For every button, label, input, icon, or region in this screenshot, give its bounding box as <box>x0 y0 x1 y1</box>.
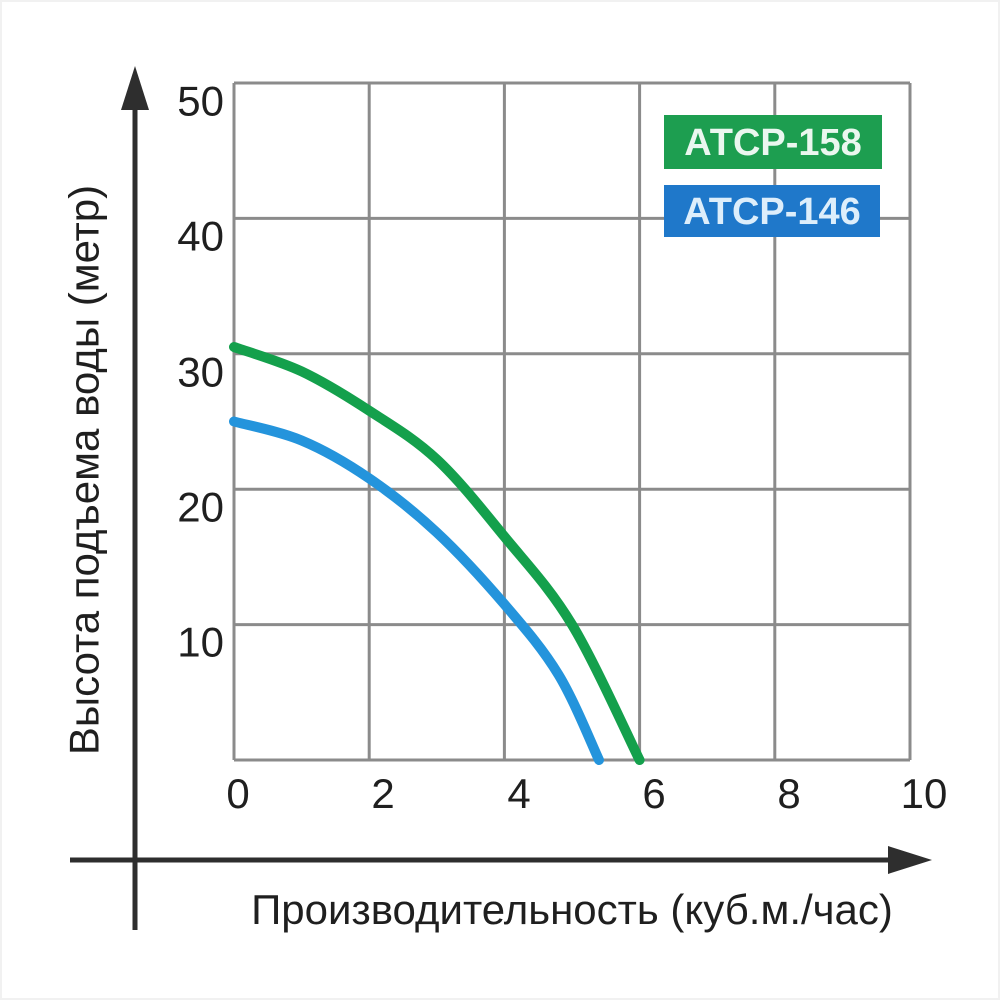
curve-atcp-146 <box>229 416 604 765</box>
y-tick-10: 10 <box>177 619 224 666</box>
legend-swatch-atcp-158 <box>664 115 882 169</box>
y-axis-title: Высота подъема воды (метр) <box>61 185 108 755</box>
x-tick-8: 8 <box>777 770 800 817</box>
x-tick-labels: 0 2 4 6 8 10 <box>226 770 947 817</box>
curves <box>229 342 645 765</box>
y-tick-40: 40 <box>177 213 224 260</box>
x-tick-0: 0 <box>226 770 249 817</box>
y-arrowhead-icon <box>121 66 149 110</box>
y-axis-arrow <box>121 66 149 930</box>
x-arrowhead-icon <box>888 846 932 874</box>
legend-swatch-atcp-146 <box>664 185 880 237</box>
x-tick-4: 4 <box>507 770 530 817</box>
curve-atcp-158 <box>229 342 645 765</box>
x-axis-arrow <box>70 846 932 874</box>
x-tick-2: 2 <box>371 770 394 817</box>
y-tick-30: 30 <box>177 349 224 396</box>
x-axis-title: Производительность (куб.м./час) <box>251 886 893 933</box>
x-tick-10: 10 <box>901 770 948 817</box>
grid <box>232 81 912 762</box>
x-tick-6: 6 <box>642 770 665 817</box>
legend-label-atcp-158: АТСР-158 <box>684 122 862 164</box>
y-tick-labels: 50 40 30 20 10 <box>177 78 224 666</box>
y-tick-20: 20 <box>177 484 224 531</box>
y-tick-50: 50 <box>177 78 224 125</box>
legend: АТСР-158 АТСР-146 <box>664 115 882 237</box>
legend-label-atcp-146: АТСР-146 <box>683 191 861 233</box>
